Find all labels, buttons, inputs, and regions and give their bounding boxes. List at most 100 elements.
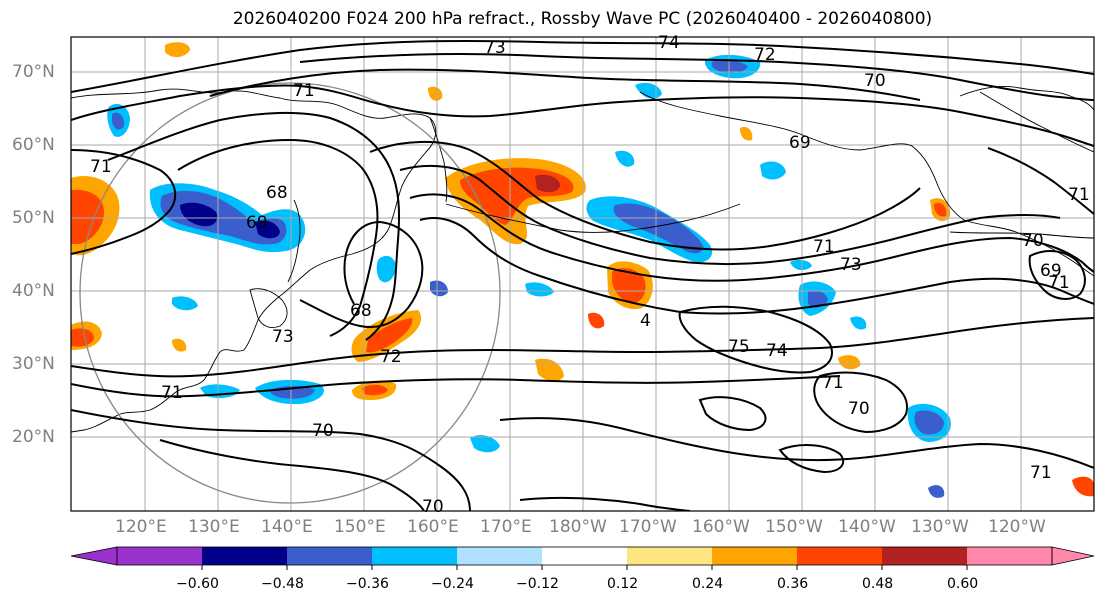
longitude-label: 130°E [188,517,240,537]
contour-label: 69 [1040,261,1062,281]
latitude-label: 60°N [12,135,55,155]
longitude-label: 140°W [838,517,896,537]
colorbar [70,546,1095,570]
contour-line [209,68,921,101]
map-frame [70,36,1095,512]
coastline-arctic [959,85,1094,111]
contour-label: 69 [789,133,811,153]
longitude-label: 150°E [334,517,386,537]
contour-label: 71 [1048,273,1070,293]
contour-label: 69 [246,213,268,233]
coastline-asia [71,88,437,433]
colorbar-bin [117,547,202,565]
longitude-label: 150°W [765,517,823,537]
contour-label: 74 [658,33,680,53]
anomaly-negative-patch [635,82,662,99]
anomaly-positive-patch [934,202,947,217]
colorbar-bin [967,547,1052,565]
colorbar-tick-label: 0.60 [947,576,979,592]
anomaly-positive-patch [612,268,646,304]
contour-label: 4 [640,311,651,331]
contour-line [107,111,401,341]
anomaly-negative-patch [760,161,786,180]
coastline-na-interior [979,91,1094,153]
longitude-label: 160°E [407,517,459,537]
anomaly-negative-patch [112,112,125,130]
contour-line [778,444,845,474]
contour-label: 70 [864,71,886,91]
contour-label: 71 [161,383,183,403]
longitude-label: 140°E [261,517,313,537]
anomaly-positive-patch [71,328,94,347]
colorbar-extend-high [1051,546,1095,566]
anomaly-positive-patch [366,318,413,353]
contour-line [519,496,691,511]
anomaly-negative-patch [790,259,812,271]
colorbar-tick-label: −0.48 [261,576,304,592]
coastline-sakhalin [287,199,301,283]
colorbar-bin [372,547,457,565]
contour-line [409,193,1094,282]
contour-line [159,439,425,511]
contour-line [71,149,177,255]
map-panel [71,37,1094,511]
contour-line [987,147,1094,215]
contour-label: 70 [848,399,870,419]
longitude-label: 160°W [692,517,750,537]
contour-label: 71 [1068,185,1090,205]
anomaly-positive-patch [362,384,388,396]
longitude-label: 170°E [480,517,532,537]
contour-line [698,396,767,432]
anomaly-negative-patch [525,282,554,297]
contour-label: 71 [822,373,844,393]
longitude-label: 120°E [115,517,167,537]
anomaly-positive-patch [165,42,190,58]
colorbar-bin [457,547,542,565]
anomaly-negative-patch [430,280,448,297]
contour-line [499,417,1094,469]
anomaly-positive-patch [838,355,861,370]
colorbar-bin [202,547,287,565]
colorbar-tick-label: 0.36 [777,576,809,592]
anomaly-negative-patch [470,435,500,453]
longitude-label: 170°W [619,517,677,537]
contour-label: 71 [813,237,835,257]
contour-line [813,371,908,434]
contour-line [299,53,1094,101]
contour-label: 70 [1022,231,1044,251]
contour-line [678,305,833,374]
border-canada-us [949,231,1094,239]
contours [71,39,1094,511]
contour-label: 71 [293,81,315,101]
contour-line [419,217,1094,315]
colorbar-tick-label: 0.12 [607,576,639,592]
contour-label: 68 [266,183,288,203]
anomaly-negative-patch [928,485,945,498]
contour-line [177,138,379,337]
anomaly-negative-patch [376,255,396,283]
colorbar-bin [627,547,712,565]
colorbar-tick-label: −0.12 [516,576,559,592]
anomaly-negative-patch [613,203,704,254]
contour-label: 71 [90,157,112,177]
contour-line [369,140,921,251]
contour-line [71,409,471,511]
contour-label: 75 [728,337,750,357]
anomaly-positive-patch [428,86,443,101]
anomaly-positive-patch [588,312,605,329]
contour-line [399,164,1061,266]
longitude-label: 180°W [549,517,607,537]
contour-line [71,84,1094,147]
colorbar-tick-label: −0.60 [176,576,219,592]
contour-label: 74 [766,341,788,361]
anomaly-positive-patch [535,174,560,193]
reference-circle [79,82,501,504]
anomaly-negative-patch [808,290,828,308]
longitude-label: 120°W [988,517,1046,537]
latitude-label: 40°N [12,281,55,301]
colorbar-bin [882,547,967,565]
contour-labels: 73 74 72 71 70 71 69 71 68 69 73 72 71 7… [90,33,1090,517]
contour-label: 70 [422,497,444,517]
anomaly-negative-patch [914,410,944,435]
contour-label: 73 [272,327,294,347]
